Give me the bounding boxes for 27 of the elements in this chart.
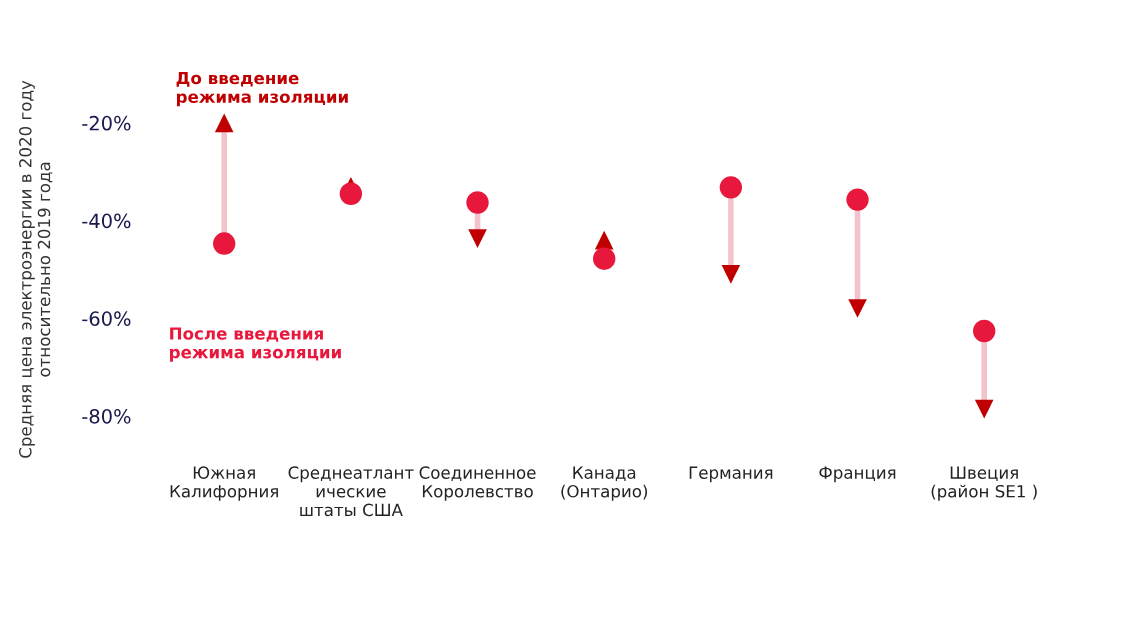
x-tick-label: Соединенное Королевство: [419, 466, 536, 501]
text: После введения режима изоляции: [170, 327, 341, 362]
x-tick-label: Германия: [689, 466, 773, 483]
point: [846, 188, 869, 211]
point: [468, 229, 487, 248]
text: До введение режима изоляции: [176, 71, 348, 107]
point: [466, 191, 489, 214]
point: [213, 232, 236, 255]
y-tick-label: -80%: [82, 408, 131, 424]
x-tick-label: Канада (Онтарио): [561, 466, 648, 501]
x-tick-label: Франция: [819, 466, 896, 483]
point: [719, 176, 743, 199]
point: [973, 319, 996, 343]
point: [214, 113, 234, 133]
point: [974, 399, 994, 419]
x-tick-label: Южная Калифорния: [170, 466, 278, 501]
x-tick-label: Среднеатлант ические штаты США: [288, 466, 414, 517]
y-tick-label: -20%: [82, 115, 131, 131]
point: [339, 182, 363, 205]
y-tick-label: -40%: [82, 213, 131, 229]
x-tick-label: Швеция (район SE1 ): [931, 466, 1037, 501]
point: [721, 265, 741, 284]
point: [593, 247, 616, 270]
y-tick-label: -60%: [82, 311, 131, 326]
y-axis-title: Средняя цена электроэнергии в 2020 году относительно 2019 года: [19, 80, 53, 458]
point: [848, 299, 867, 318]
point: [594, 230, 614, 250]
